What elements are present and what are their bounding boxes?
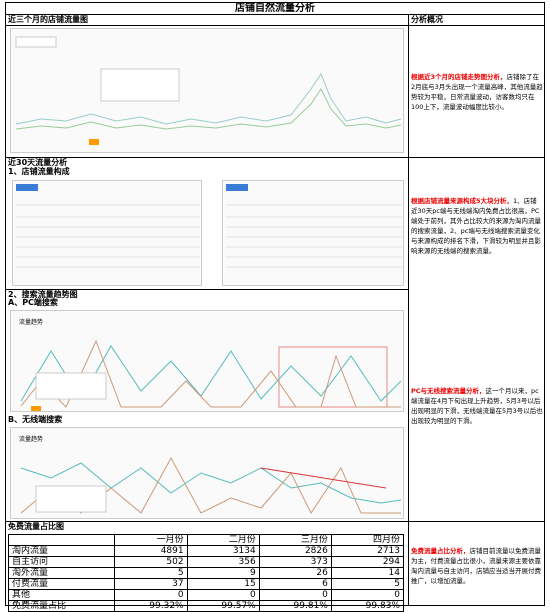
side-title: 分析概况 xyxy=(411,15,443,24)
table-row: 免费流量占比 99.32% 99.57% 99.81% 99.83% xyxy=(7,600,405,612)
screenshot-table xyxy=(12,180,202,286)
note-body: 1、店铺近30天pc端与无线端淘内免费占比很高，PC端处于前列，其外占比较大的来… xyxy=(411,197,541,255)
table-cell: 0 xyxy=(258,589,332,601)
chart-label: 流量趋势 xyxy=(19,319,44,326)
table-row: 付费流量 37 15 6 5 xyxy=(7,578,405,590)
table-cell xyxy=(7,534,116,546)
section-title: 近三个月的店铺流量图 xyxy=(8,15,88,24)
table-cell: 502 xyxy=(114,556,188,568)
table-cell: 6 xyxy=(258,578,332,590)
table-cell: 356 xyxy=(186,556,260,568)
table-cell: 14 xyxy=(330,567,405,579)
table-cell: 付费流量 xyxy=(7,578,116,590)
data-table: 一月份 二月份 三月份 四月份 淘内流量 4891 3134 2826 2713 自主访问 502 3… xyxy=(7,534,405,612)
note-lead: 免费流量占比分析， xyxy=(411,547,470,555)
table-header: 一月份 二月份 三月份 四月份 xyxy=(7,534,405,546)
table-cell: 一月份 xyxy=(114,534,188,546)
section-subtitle: B、无线端搜索 xyxy=(8,415,63,424)
table-cell: 15 xyxy=(186,578,260,590)
section-title: 免费流量占比图 xyxy=(8,522,64,531)
screenshot-table xyxy=(222,180,404,286)
row-divider xyxy=(5,289,408,290)
note-body: 店铺除了在2月底与3月头出现一个流量高峰，其他流量趋势较为平稳，日常流量波动，访… xyxy=(411,73,543,111)
table-cell: 自主访问 xyxy=(7,556,116,568)
column-divider xyxy=(408,15,409,606)
table-cell: 5 xyxy=(330,578,405,590)
tooltip xyxy=(100,68,180,102)
table-row: 淘内流量 4891 3134 2826 2713 xyxy=(7,545,405,557)
section-subtitle: A、PC端搜索 xyxy=(8,298,58,307)
table-cell: 294 xyxy=(330,556,405,568)
table-row: 淘外流量 5 9 26 14 xyxy=(7,567,405,579)
note: 免费流量占比分析，店铺目前流量以免费流量为主，付费流量占比很小，流量来源主要依靠… xyxy=(411,546,543,586)
screenshot-chart: 流量趋势 xyxy=(10,427,404,519)
table-cell: 0 xyxy=(114,589,188,601)
section-title: 2、搜索流量趋势图 xyxy=(8,290,78,299)
table-cell: 2826 xyxy=(258,545,332,557)
screenshot-chart xyxy=(10,28,404,153)
trend-line xyxy=(15,88,402,130)
row-divider xyxy=(5,521,545,522)
note-lead: 根据近3个月的店铺走势图分析， xyxy=(411,73,507,81)
table-cell: 淘内流量 xyxy=(7,545,116,557)
note-lead: PC与无线搜索流量分析， xyxy=(411,387,486,395)
table-cell: 2713 xyxy=(330,545,405,557)
table-cell: 99.81% xyxy=(258,600,332,612)
section-subtitle: 1、店铺流量构成 xyxy=(8,167,70,176)
chart-label: 流量趋势 xyxy=(19,436,44,443)
table-cell: 其他 xyxy=(7,589,116,601)
section-title: 近30天流量分析 xyxy=(8,158,68,167)
table-cell: 二月份 xyxy=(186,534,260,546)
table-cell: 99.57% xyxy=(186,600,260,612)
table-cell: 免费流量占比 xyxy=(7,600,116,612)
note-body: 店铺目前流量以免费流量为主，付费流量占比很小，流量来源主要依靠淘内流量与自主访问… xyxy=(411,547,541,585)
table-cell: 373 xyxy=(258,556,332,568)
table-cell: 三月份 xyxy=(258,534,332,546)
table-cell: 9 xyxy=(186,567,260,579)
table-cell: 26 xyxy=(258,567,332,579)
note-body: 这一个月以来，pc端流量在4月下旬出现上升趋势，5月3号以后出现明显的下滑，无线… xyxy=(411,387,543,425)
table-cell: 0 xyxy=(186,589,260,601)
title: 店铺自然流量分析 xyxy=(5,2,545,15)
table-cell: 淘外流量 xyxy=(7,567,116,579)
table-cell: 5 xyxy=(114,567,188,579)
table-cell: 4891 xyxy=(114,545,188,557)
note: 根据店铺流量来源构成5大块分析，1、店铺近30天pc端与无线端淘内免费占比很高，… xyxy=(411,196,543,256)
row-divider xyxy=(5,157,545,158)
table-row: 其他 0 0 0 0 xyxy=(7,589,405,601)
table-cell: 99.32% xyxy=(114,600,188,612)
table-cell: 四月份 xyxy=(330,534,405,546)
note: PC与无线搜索流量分析，这一个月以来，pc端流量在4月下旬出现上升趋势，5月3号… xyxy=(411,386,543,426)
row-divider xyxy=(5,25,545,26)
table-row: 自主访问 502 356 373 294 xyxy=(7,556,405,568)
note: 根据近3个月的店铺走势图分析，店铺除了在2月底与3月头出现一个流量高峰，其他流量… xyxy=(411,72,543,112)
note-lead: 根据店铺流量来源构成5大块分析， xyxy=(411,197,514,205)
table-cell: 99.83% xyxy=(330,600,405,612)
trend-line xyxy=(15,72,402,125)
marker xyxy=(89,139,99,145)
table-cell: 37 xyxy=(114,578,188,590)
dropdown xyxy=(15,36,57,48)
table-cell: 0 xyxy=(330,589,405,601)
table-cell: 3134 xyxy=(186,545,260,557)
screenshot-chart: 流量趋势 xyxy=(10,310,404,412)
